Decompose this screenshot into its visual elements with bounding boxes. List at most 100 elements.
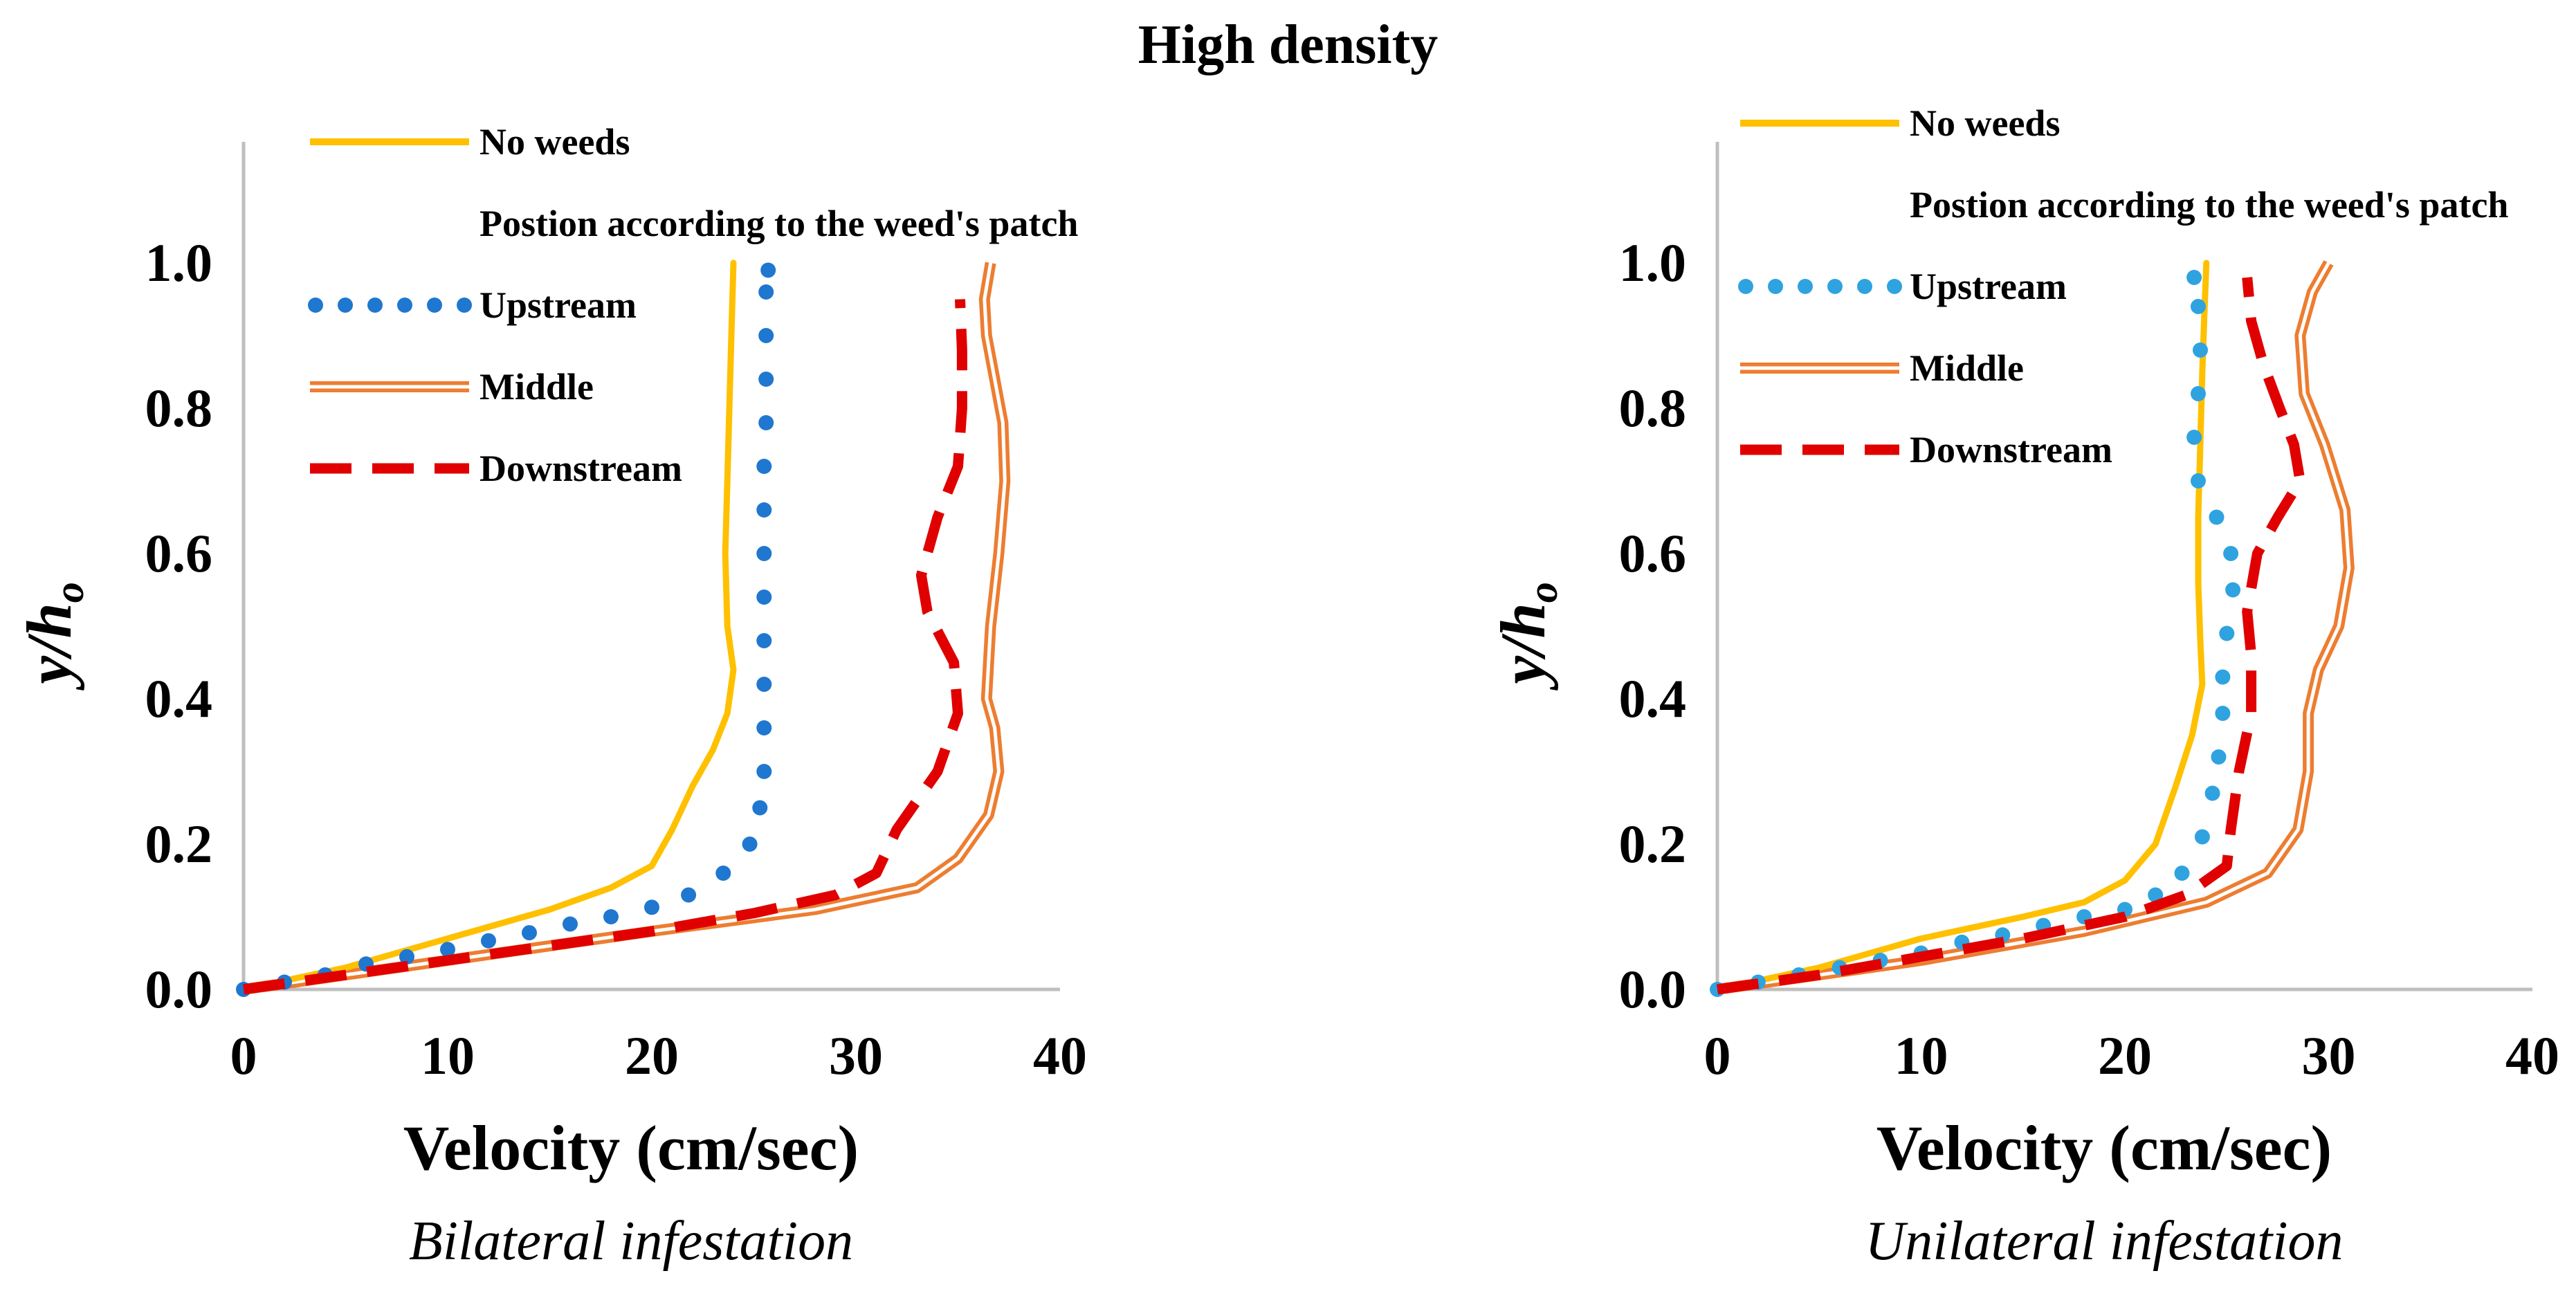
chart-1-series-upstream-point-20 bbox=[756, 546, 772, 561]
chart-2-series-upstream-point-22 bbox=[2191, 473, 2206, 488]
chart-1-y-tick-1: 0.2 bbox=[145, 814, 213, 874]
chart-2-x-tick-3: 30 bbox=[2302, 1025, 2356, 1086]
figure-title: High density bbox=[1138, 15, 1438, 75]
chart-1-legend-label-upstream: Upstream bbox=[479, 284, 637, 326]
chart-2-series-middle-line-inner bbox=[1717, 262, 2351, 991]
chart-1-series-upstream-point-18 bbox=[756, 633, 772, 648]
chart-2-series-upstream-point-26 bbox=[2191, 299, 2206, 314]
chart-1-legend-label-middle: Middle bbox=[479, 366, 594, 408]
chart-1-series-upstream-point-5 bbox=[440, 942, 455, 958]
chart-1: 0.0 0.2 0.4 0.6 0.8 1.0 0 10 20 30 40 Velocity (cm/… bbox=[14, 121, 1087, 1272]
chart-1-series-upstream-point-16 bbox=[756, 720, 772, 735]
chart-1-series-no_weeds-line bbox=[240, 259, 737, 993]
chart-2-legend-swatch-upstream-dot-1 bbox=[1768, 279, 1783, 294]
chart-1-series-downstream-line bbox=[242, 299, 967, 995]
chart-1-series-upstream-point-15 bbox=[756, 764, 772, 779]
chart-1-series-middle-line-inner bbox=[243, 262, 1007, 991]
chart-2-y-tick-0: 0.0 bbox=[1619, 959, 1687, 1019]
chart-1-legend-heading: Postion according to the weed's patch bbox=[479, 203, 1078, 244]
chart-1-legend-swatch-upstream-dot-0 bbox=[308, 298, 323, 313]
chart-2-series-no_weeds-line bbox=[1714, 259, 2210, 993]
chart-2-series-upstream-point-27 bbox=[2186, 270, 2202, 285]
chart-1-y-tick-5: 1.0 bbox=[145, 232, 213, 293]
chart-2-legend-swatch-upstream-dot-0 bbox=[1738, 279, 1753, 294]
chart-1-series-upstream-point-26 bbox=[758, 284, 774, 300]
chart-2-legend-heading: Postion according to the weed's patch bbox=[1910, 184, 2508, 226]
chart-1-series-upstream-point-14 bbox=[752, 800, 768, 816]
chart-1-series-upstream-point-7 bbox=[522, 925, 537, 941]
chart-2-legend-swatch-upstream-dot-5 bbox=[1887, 279, 1902, 294]
chart-2-x-tick-1: 10 bbox=[1894, 1025, 1948, 1086]
chart-2-legend-swatch-upstream-dot-2 bbox=[1798, 279, 1813, 294]
chart-2-series-upstream-point-25 bbox=[2193, 342, 2208, 358]
chart-1-series-upstream-point-9 bbox=[603, 909, 619, 924]
chart-2: 0.0 0.2 0.4 0.6 0.8 1.0 0 10 20 30 40 Velocity (cm/… bbox=[1488, 102, 2559, 1272]
chart-1-x-tick-4: 40 bbox=[1033, 1025, 1087, 1086]
chart-1-series-upstream-point-6 bbox=[481, 933, 496, 949]
chart-1-legend-swatch-upstream-dot-3 bbox=[397, 298, 412, 313]
chart-1-y-tick-4: 0.8 bbox=[145, 378, 213, 438]
chart-2-series-upstream-point-17 bbox=[2215, 669, 2231, 685]
chart-1-legend: No weeds Postion according to the weed's … bbox=[308, 121, 1078, 489]
chart-1-series-upstream-point-21 bbox=[756, 502, 772, 518]
chart-1-legend-swatch-upstream-dot-4 bbox=[427, 298, 442, 313]
chart-2-legend-swatch-upstream-dot-4 bbox=[1857, 279, 1872, 294]
chart-2-series-upstream-point-13 bbox=[2194, 829, 2210, 845]
chart-2-legend-label-no_weeds: No weeds bbox=[1910, 102, 2060, 144]
chart-2-legend-label-upstream: Upstream bbox=[1910, 266, 2067, 307]
chart-2-x-tick-4: 40 bbox=[2505, 1025, 2559, 1086]
chart-1-x-tick-2: 20 bbox=[625, 1025, 679, 1086]
chart-2-series-upstream-point-12 bbox=[2174, 866, 2190, 881]
chart-1-y-tick-2: 0.4 bbox=[145, 668, 213, 729]
chart-1-x-tick-1: 10 bbox=[421, 1025, 475, 1086]
chart-2-x-label: Velocity (cm/sec) bbox=[1876, 1113, 2332, 1183]
chart-1-legend-label-no_weeds: No weeds bbox=[479, 121, 630, 163]
chart-1-y-label: y/ho bbox=[14, 582, 92, 691]
chart-1-legend-swatch-upstream-dot-5 bbox=[457, 298, 472, 313]
chart-2-y-tick-1: 0.2 bbox=[1619, 814, 1687, 874]
chart-1-y-tick-3: 0.6 bbox=[145, 523, 213, 583]
chart-2-series-upstream-point-21 bbox=[2209, 509, 2225, 525]
chart-2-x-tick-0: 0 bbox=[1704, 1025, 1731, 1086]
chart-2-x-tick-2: 20 bbox=[2098, 1025, 2152, 1086]
chart-1-series-upstream-point-4 bbox=[399, 949, 414, 965]
chart-1-series-upstream-point-25 bbox=[758, 328, 774, 343]
chart-2-y-label-sub: o bbox=[1520, 582, 1566, 603]
chart-1-series-upstream-point-23 bbox=[758, 415, 774, 430]
chart-2-series-downstream-line bbox=[1716, 277, 2305, 995]
chart-2-y-tick-4: 0.8 bbox=[1619, 378, 1687, 438]
chart-2-y-tick-2: 0.4 bbox=[1619, 668, 1687, 729]
chart-2-y-tick-3: 0.6 bbox=[1619, 523, 1687, 583]
chart-2-series-upstream-point-23 bbox=[2186, 430, 2202, 445]
chart-2-y-label-main: y/h bbox=[1488, 603, 1558, 691]
chart-2-series-upstream-point-16 bbox=[2215, 706, 2231, 721]
chart-1-x-tick-3: 30 bbox=[829, 1025, 883, 1086]
chart-1-series-upstream-point-13 bbox=[742, 837, 758, 852]
chart-1-series-upstream-point-22 bbox=[756, 459, 772, 474]
chart-2-legend-swatch-upstream-dot-3 bbox=[1827, 279, 1843, 294]
chart-1-series-upstream-point-19 bbox=[756, 589, 772, 605]
chart-1-series-upstream-point-12 bbox=[715, 866, 731, 881]
chart-2-series-upstream-point-19 bbox=[2225, 582, 2241, 598]
chart-2-series-upstream-point-18 bbox=[2219, 625, 2235, 641]
chart-1-x-label: Velocity (cm/sec) bbox=[403, 1113, 859, 1183]
chart-1-legend-swatch-upstream-dot-2 bbox=[367, 298, 383, 313]
chart-1-series-upstream-point-10 bbox=[644, 899, 659, 915]
chart-2-caption: Unilateral infestation bbox=[1865, 1211, 2343, 1272]
chart-2-series-upstream-point-15 bbox=[2211, 749, 2227, 765]
chart-2-series-upstream-point-24 bbox=[2191, 386, 2206, 401]
chart-1-series-upstream-point-17 bbox=[756, 677, 772, 692]
chart-2-y-tick-5: 1.0 bbox=[1619, 232, 1687, 293]
chart-1-legend-swatch-upstream-dot-1 bbox=[338, 298, 353, 313]
chart-1-series-upstream-point-24 bbox=[758, 372, 774, 387]
chart-2-series-upstream-point-11 bbox=[2148, 887, 2164, 903]
chart-1-series-upstream-point-27 bbox=[760, 262, 776, 278]
chart-2-series-upstream-point-14 bbox=[2204, 785, 2220, 801]
chart-1-caption: Bilateral infestation bbox=[409, 1211, 853, 1272]
chart-1-series-upstream-point-8 bbox=[563, 916, 578, 932]
chart-1-x-tick-0: 0 bbox=[230, 1025, 257, 1086]
chart-1-y-tick-0: 0.0 bbox=[145, 959, 213, 1019]
chart-1-y-label-main: y/h bbox=[14, 603, 84, 691]
